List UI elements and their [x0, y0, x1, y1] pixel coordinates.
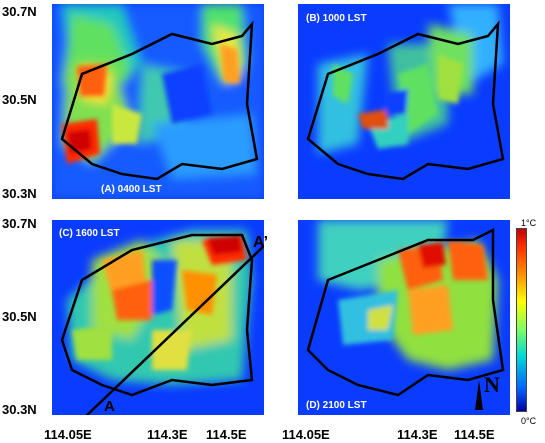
- cross-section-end-label: A’: [253, 234, 269, 251]
- lat-label-bottom-2: 30.3N: [2, 402, 37, 417]
- heatmap-a: [52, 4, 264, 199]
- panel-b-label: (B) 1000 LST: [306, 13, 367, 24]
- lat-label-mid-2: 30.5N: [2, 309, 37, 324]
- panel-a-label: (A) 0400 LST: [101, 184, 162, 195]
- north-arrow-label: N: [484, 372, 500, 397]
- heatmap-b: [298, 4, 510, 199]
- lat-label-top-2: 30.7N: [2, 216, 37, 231]
- lon-label-left-2: 114.05E: [282, 427, 330, 442]
- lon-label-left-1: 114.05E: [44, 427, 92, 442]
- cross-section-start-label: A: [104, 398, 115, 415]
- panel-c-label: (C) 1600 LST: [59, 228, 120, 239]
- map-panel-a: (A) 0400 LST: [52, 4, 264, 199]
- lat-label-bottom-1: 30.3N: [2, 186, 37, 201]
- lat-label-top-1: 30.7N: [2, 4, 37, 19]
- lat-label-mid-1: 30.5N: [2, 92, 37, 107]
- colorbar-max-label: 1°C: [521, 218, 537, 228]
- map-panel-c: (C) 1600 LST A: [52, 220, 264, 415]
- heatmap-d: [298, 220, 510, 415]
- lon-label-right-2: 114.5E: [454, 427, 495, 442]
- lon-label-right-1: 114.5E: [206, 427, 247, 442]
- map-panel-b: (B) 1000 LST: [298, 4, 510, 199]
- heatmap-c: [52, 220, 264, 415]
- panel-d-label: (D) 2100 LST: [306, 400, 367, 411]
- lon-label-mid-1: 114.3E: [147, 427, 188, 442]
- colorbar: [516, 228, 527, 412]
- colorbar-min-label: 0°C: [521, 416, 537, 426]
- map-panel-d: (D) 2100 LST N: [298, 220, 510, 415]
- lon-label-mid-2: 114.3E: [397, 427, 438, 442]
